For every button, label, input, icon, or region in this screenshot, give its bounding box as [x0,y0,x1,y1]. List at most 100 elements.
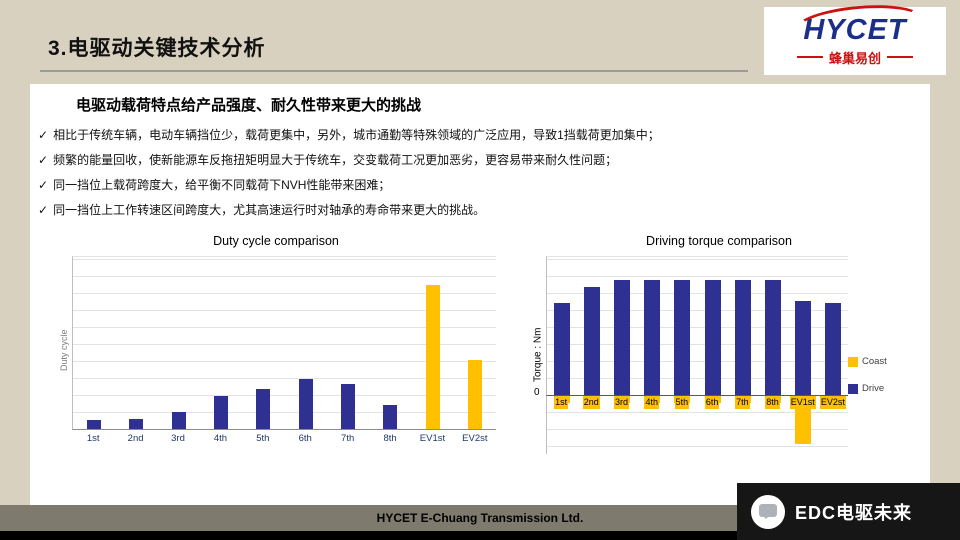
torque-drive-column [667,257,697,395]
drive-bar-2nd [584,286,601,395]
duty-x-label: 5th [256,433,270,444]
torque-chart: Driving torque comparison Torque : Nm 0 … [530,234,908,454]
check-icon: ✓ [38,203,49,217]
duty-chart-body: Duty cycle 1st 2nd 3rd 4th 5th 6th 7th 8th EV1st… [56,256,496,444]
torque-plot-area: 0 1st 2nd 3rd 4th 5th 6th 7th 8th EV1st EV2st [534,256,848,454]
check-icon: ✓ [38,153,49,167]
bullet-item: ✓ 同一挡位上工作转速区间跨度大，尤其高速运行时对轴承的寿命带来更大的挑战。 [38,198,930,223]
charts-row: Duty cycle comparison Duty cycle 1st 2nd 3… [30,234,930,454]
duty-bar-8th [383,404,398,429]
duty-x-label: 7th [341,433,355,444]
torque-x-label: 2nd [582,396,600,409]
torque-x-label-cell: EV2st [818,396,848,409]
torque-legend: Coast Drive [848,356,908,454]
torque-zero-tick: 0 [534,387,540,398]
duty-bar-column [454,257,496,429]
torque-drive-column [637,257,667,395]
duty-bar-7th [340,384,355,429]
bullet-item: ✓ 频繁的能量回收，使新能源车反拖扭矩明显大于传统车，交变载荷工况更加恶劣，更容… [38,148,930,173]
torque-x-label: 5th [674,396,690,409]
duty-cycle-chart: Duty cycle comparison Duty cycle 1st 2nd 3… [56,234,496,454]
duty-bar-4th [214,396,229,429]
bullet-text: 频繁的能量回收，使新能源车反拖扭矩明显大于传统车，交变载荷工况更加恶劣，更容易带… [53,153,618,167]
page-title: 3.电驱动关键技术分析 [48,37,266,60]
footer-company: HYCET E-Chuang Transmission Ltd. [376,511,584,525]
duty-bar-EV1st [425,284,440,429]
duty-bar-2nd [129,418,144,429]
torque-x-label: 1st [554,396,569,409]
duty-bar-EV2st [467,360,482,429]
drive-bar-3rd [614,280,631,395]
title-underline [40,70,748,72]
duty-bar-column [200,257,242,429]
torque-drive-column [818,257,848,395]
duty-bar-6th [298,379,313,429]
legend-label-drive: Drive [862,383,885,394]
check-icon: ✓ [38,178,49,192]
company-logo: HYCET 蜂巢易创 [764,0,946,75]
torque-x-label-cell: 2nd [576,396,606,409]
torque-x-label-cell: 7th [727,396,757,409]
drive-bar-5th [674,280,691,395]
duty-y-axis-label: Duty cycle [59,329,69,371]
watermark-badge: EDC电驱未来 [737,483,960,540]
duty-bar-column [115,257,157,429]
torque-x-label-cell: 5th [667,396,697,409]
torque-y-axis-label: Torque : Nm [532,327,544,383]
duty-labels: 1st 2nd 3rd 4th 5th 6th 7th 8th EV1st EV2st [72,433,496,444]
content-panel: 电驱动载荷特点给产品强度、耐久性带来更大的挑战 ✓ 相比于传统车辆，电动车辆挡位… [30,84,930,505]
drive-swatch-icon [848,383,858,394]
logo-line-left [796,56,823,58]
logo-tagline-row: 蜂巢易创 [796,48,913,67]
duty-x-label: 4th [213,433,228,444]
duty-plot-area: 1st 2nd 3rd 4th 5th 6th 7th 8th EV1st EV2st [72,256,496,444]
duty-x-label: 6th [298,433,312,444]
legend-label-coast: Coast [862,356,887,367]
torque-x-label-cell: 4th [637,396,667,409]
logo-brand-text: HYCET [803,13,907,46]
torque-drive-column [607,257,637,395]
torque-x-label: EV1st [789,396,816,409]
torque-drive-column [728,257,758,395]
torque-drive-column [547,257,577,395]
torque-x-label: 3rd [614,396,630,409]
bullet-text: 同一挡位上载荷跨度大，给平衡不同载荷下NVH性能带来困难； [53,178,391,192]
torque-drive-column [577,257,607,395]
logo-tagline: 蜂巢易创 [828,50,881,66]
logo-line-right [887,56,913,58]
torque-x-label: 4th [644,396,659,409]
torque-chart-title: Driving torque comparison [646,234,792,248]
bullet-item: ✓ 相比于传统车辆，电动车辆挡位少，载荷更集中，另外，城市通勤等特殊领域的广泛应… [38,123,930,148]
drive-bar-6th [704,280,721,395]
legend-item-coast: Coast [848,356,908,367]
bullet-item: ✓ 同一挡位上载荷跨度大，给平衡不同载荷下NVH性能带来困难； [38,173,930,198]
duty-bar-column [411,257,453,429]
duty-bar-column [327,257,369,429]
torque-x-label-cell: EV1st [788,396,818,409]
torque-x-label-cell: 8th [757,396,787,409]
duty-x-label: EV1st [419,433,446,444]
duty-bar-column [73,257,115,429]
drive-bar-8th [764,280,781,395]
torque-x-label-cell: 3rd [606,396,636,409]
torque-chart-body: Torque : Nm 0 1st 2nd 3rd 4th 5th 6th 7th 8th EV… [530,256,908,454]
logo-brand: HYCET [794,0,925,48]
torque-x-label-cell: 6th [697,396,727,409]
torque-x-label: 8th [765,396,780,409]
duty-bar-column [284,257,326,429]
duty-bar-column [158,257,200,429]
duty-bar-1st [87,420,102,429]
torque-labels: 1st 2nd 3rd 4th 5th 6th 7th 8th EV1st EV2st [546,396,848,409]
duty-bar-5th [256,389,271,429]
duty-bar-3rd [171,411,186,429]
duty-x-label: EV2st [462,433,488,444]
duty-x-label: 2nd [127,433,144,444]
torque-drive-column [697,257,727,395]
torque-drive-column [788,257,818,395]
drive-bar-4th [644,280,661,395]
torque-pos [546,256,848,396]
torque-x-label-cell: 1st [546,396,576,409]
watermark-label: EDC电驱未来 [795,502,913,523]
duty-plot [72,256,496,430]
legend-item-drive: Drive [848,383,908,394]
